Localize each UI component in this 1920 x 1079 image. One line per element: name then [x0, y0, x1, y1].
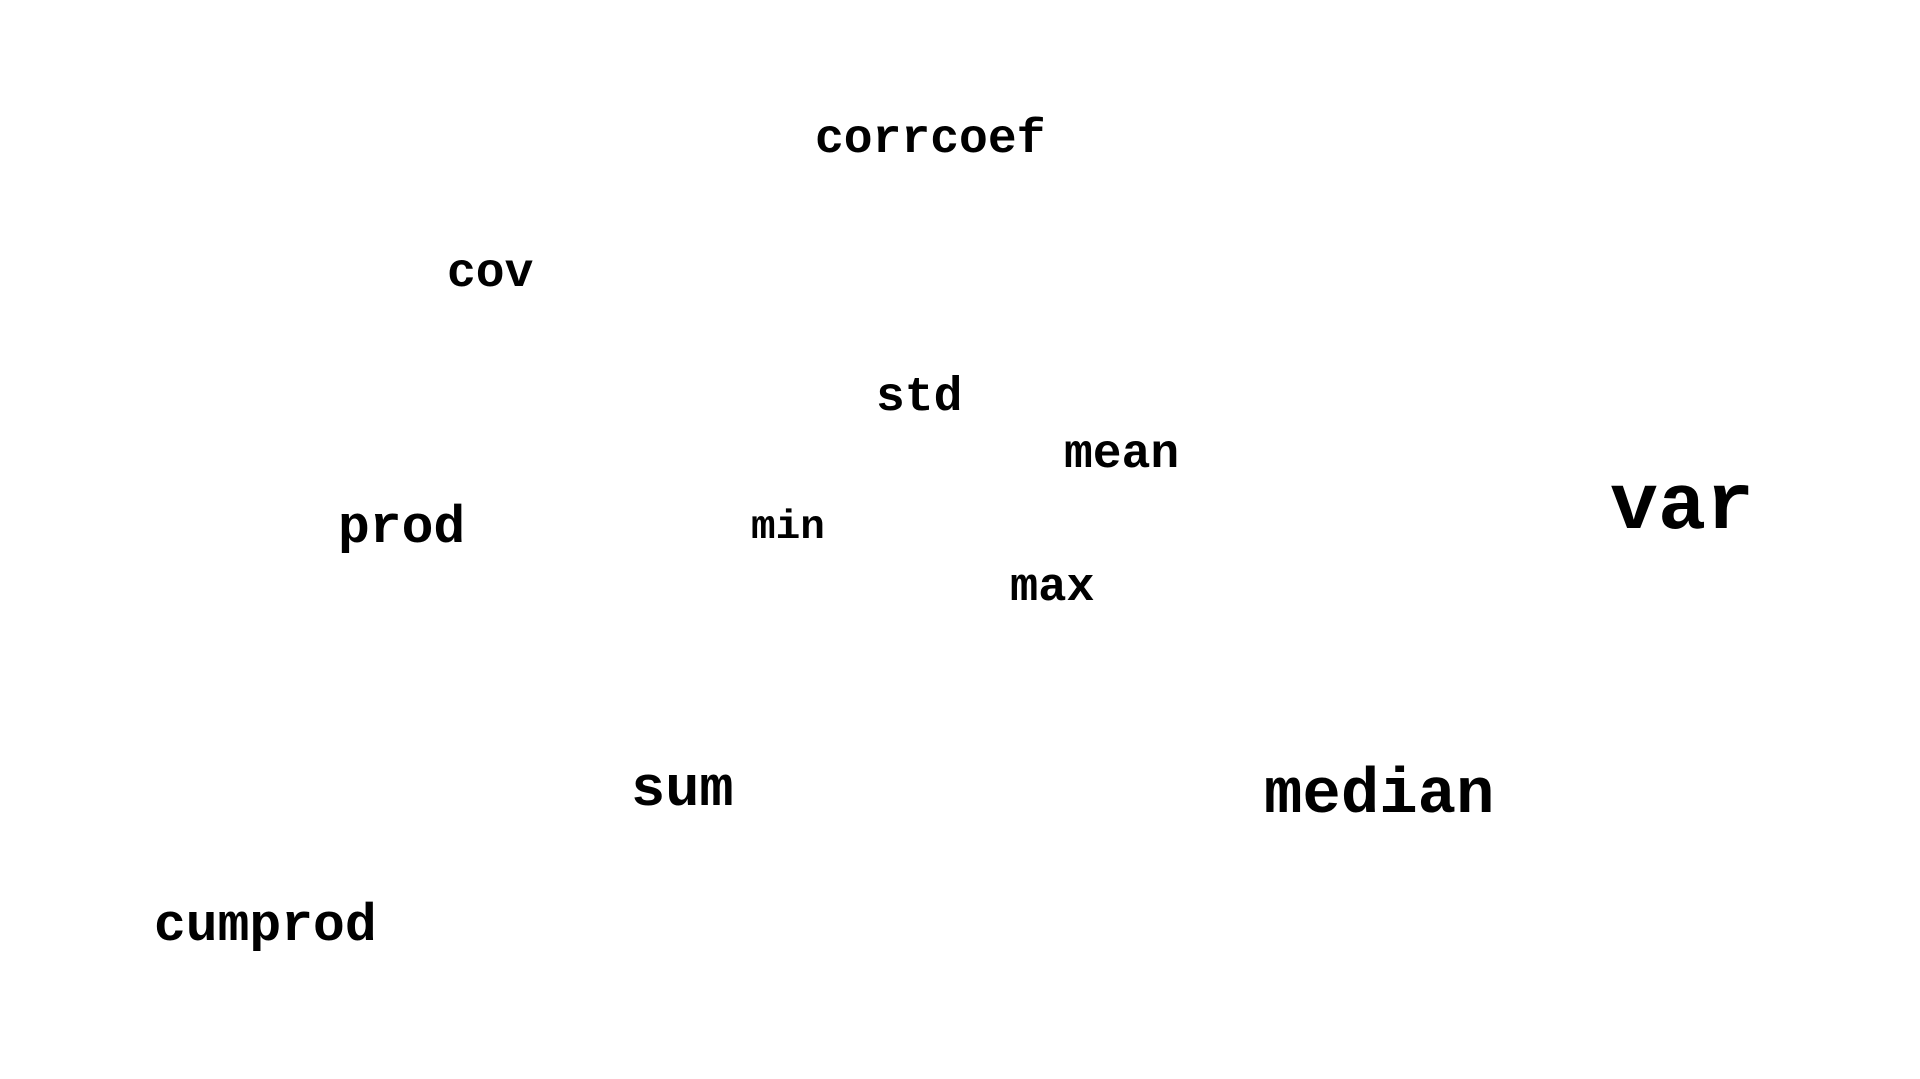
word-prod: prod [338, 498, 466, 558]
word-cumprod: cumprod [154, 896, 377, 956]
word-cov: cov [447, 247, 534, 301]
word-median: median [1264, 760, 1495, 832]
word-corrcoef: corrcoef [815, 113, 1046, 167]
word-min: min [751, 505, 825, 551]
word-std: std [876, 371, 963, 425]
word-max: max [1010, 562, 1095, 615]
word-sum: sum [631, 759, 734, 823]
word-mean: mean [1064, 428, 1180, 482]
word-var: var [1610, 462, 1755, 553]
